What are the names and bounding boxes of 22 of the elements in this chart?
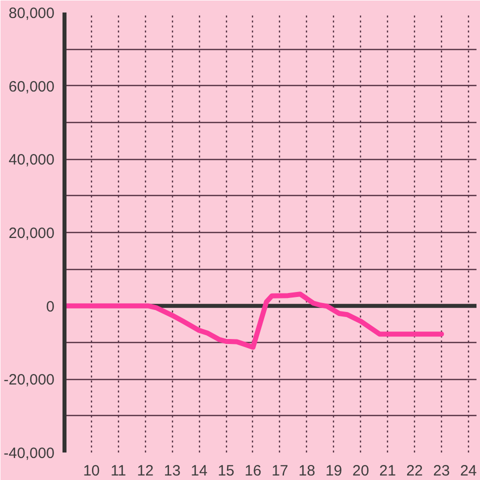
y-tick-label: 0: [46, 298, 54, 316]
x-tick-label: 10: [83, 462, 100, 480]
x-tick-label: 17: [272, 462, 288, 480]
x-tick-label: 15: [218, 462, 234, 480]
x-tick-label: 18: [298, 462, 316, 480]
x-tick-label: 24: [460, 462, 477, 480]
y-tick-label: 60,000: [8, 78, 55, 96]
x-tick-label: 22: [406, 462, 423, 480]
x-tick-label: 23: [433, 462, 450, 480]
y-tick-label: -40,000: [4, 445, 54, 462]
x-tick-label: 19: [325, 462, 342, 480]
y-tick-label: -20,000: [4, 372, 54, 389]
x-tick-label: 11: [110, 462, 126, 480]
x-tick-label: 14: [190, 462, 208, 480]
y-tick-label: 40,000: [8, 152, 55, 169]
y-tick-label: 80,000: [8, 5, 55, 22]
x-tick-label: 20: [352, 462, 370, 480]
x-tick-label: 12: [136, 462, 154, 480]
x-tick-label: 21: [379, 462, 396, 480]
y-tick-label: 20,000: [8, 225, 55, 242]
x-tick-label: 16: [244, 462, 262, 480]
x-tick-label: 13: [164, 462, 181, 480]
